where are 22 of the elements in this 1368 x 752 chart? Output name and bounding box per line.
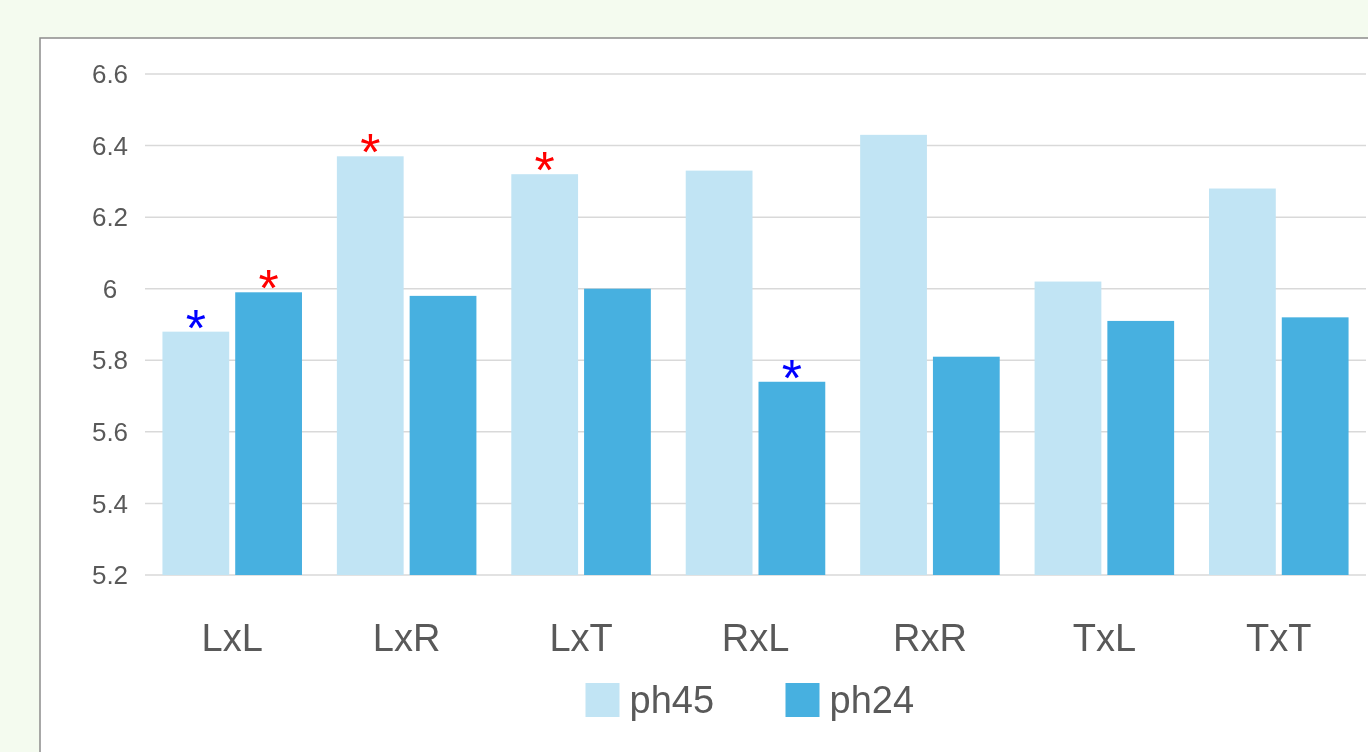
y-tick-label: 5.2 <box>91 560 129 591</box>
annotation: * <box>185 298 206 357</box>
y-tick-label: 5.4 <box>91 488 129 519</box>
x-tick-label: LxL <box>201 617 263 660</box>
y-tick-label: 6 <box>102 273 118 304</box>
x-tick-label: RxR <box>892 617 967 660</box>
y-tick-label: 6.4 <box>91 130 129 161</box>
annotation: * <box>258 259 279 318</box>
y-tick-label: 6.2 <box>91 202 129 233</box>
x-tick-label: RxL <box>721 617 790 660</box>
y-tick-label: 5.8 <box>91 345 129 376</box>
legend-label: ph45 <box>629 679 715 722</box>
y-tick-label: 6.6 <box>91 59 129 90</box>
y-tick-label: 5.6 <box>91 416 129 447</box>
annotation: * <box>534 141 555 200</box>
legend-label: ph24 <box>829 679 915 722</box>
x-tick-label: TxL <box>1072 617 1137 660</box>
x-tick-label: LxT <box>549 617 613 660</box>
x-tick-label: TxT <box>1246 617 1312 660</box>
x-tick-label: LxR <box>372 617 441 660</box>
annotation: * <box>360 123 381 182</box>
annotation: * <box>781 348 803 407</box>
